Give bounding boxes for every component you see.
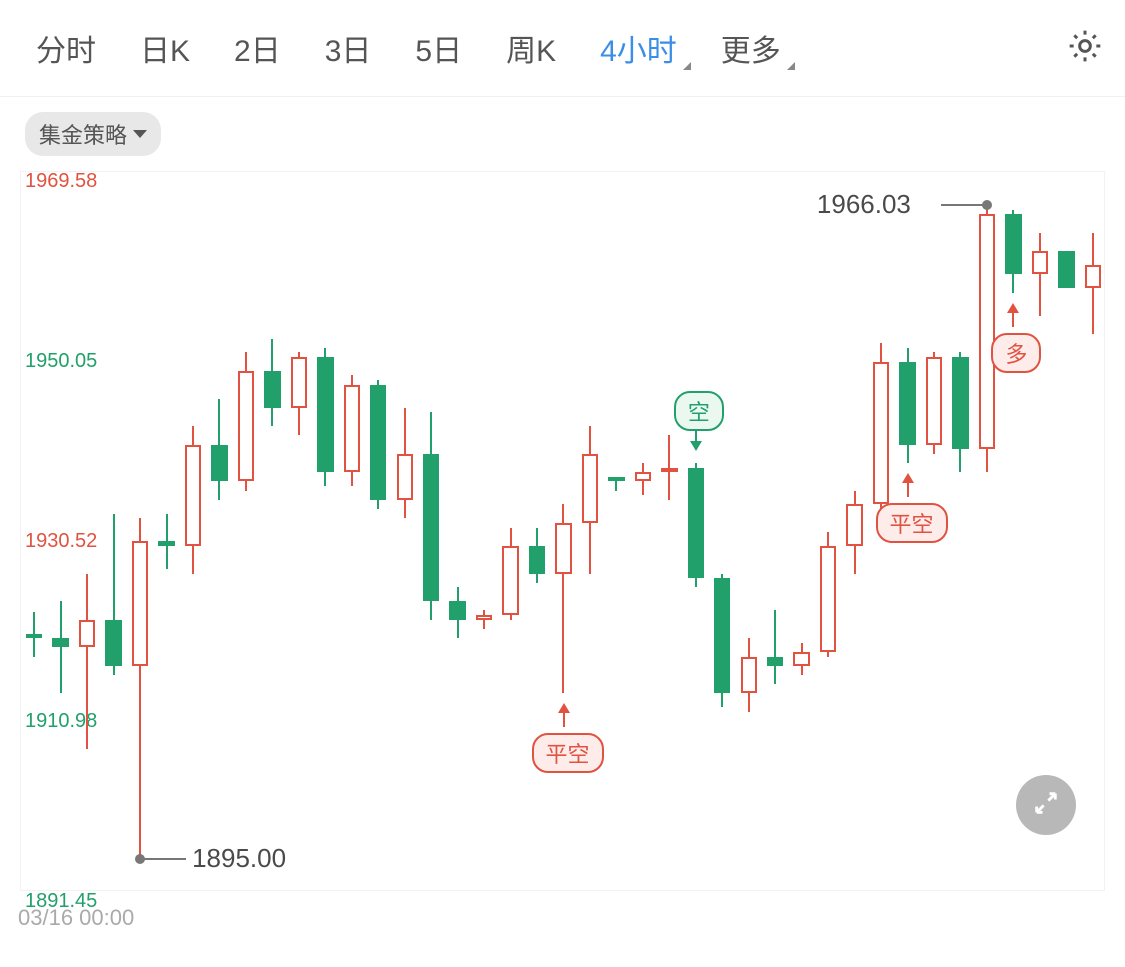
strategy-label: 集金策略 xyxy=(39,118,127,150)
candle xyxy=(317,172,333,892)
candle xyxy=(1005,172,1021,892)
candlestick-chart[interactable]: 1969.581950.051930.521910.981891.45空平空平空… xyxy=(20,171,1105,891)
signal-badge: 多 xyxy=(991,333,1041,373)
candle xyxy=(661,172,677,892)
candle xyxy=(820,172,836,892)
tab-3day[interactable]: 3日 xyxy=(309,20,388,76)
candle xyxy=(397,172,413,892)
tab-week-k[interactable]: 周K xyxy=(490,20,572,76)
strategy-dropdown[interactable]: 集金策略 xyxy=(25,112,161,156)
candle xyxy=(582,172,598,892)
x-axis-label: 03/16 00:00 xyxy=(0,891,1125,945)
tab-more[interactable]: 更多 xyxy=(705,20,797,76)
tab-4hour[interactable]: 4小时 xyxy=(584,20,693,76)
candle xyxy=(449,172,465,892)
candle xyxy=(846,172,862,892)
candle xyxy=(688,172,704,892)
candle xyxy=(979,172,995,892)
annotation-line xyxy=(941,204,987,206)
settings-button[interactable] xyxy=(1065,26,1105,71)
candle xyxy=(529,172,545,892)
candle xyxy=(26,172,42,892)
candle xyxy=(185,172,201,892)
candle xyxy=(291,172,307,892)
candle xyxy=(1085,172,1101,892)
candle xyxy=(741,172,757,892)
strategy-row: 集金策略 xyxy=(0,97,1125,171)
candle xyxy=(635,172,651,892)
candle xyxy=(344,172,360,892)
candle xyxy=(264,172,280,892)
candle xyxy=(132,172,148,892)
annotation-value: 1966.03 xyxy=(817,189,911,220)
y-axis-label: 1891.45 xyxy=(25,890,97,913)
gear-icon xyxy=(1065,53,1105,70)
candle xyxy=(714,172,730,892)
candle xyxy=(158,172,174,892)
tab-5day[interactable]: 5日 xyxy=(399,20,478,76)
signal-badge: 平空 xyxy=(876,503,948,543)
tab-fenshi[interactable]: 分时 xyxy=(20,20,112,76)
candle xyxy=(370,172,386,892)
caret-down-icon xyxy=(133,130,147,138)
expand-button[interactable] xyxy=(1016,775,1076,835)
signal-badge: 平空 xyxy=(532,733,604,773)
annotation-value: 1895.00 xyxy=(192,843,286,874)
arrow-up-icon xyxy=(907,475,909,497)
arrow-up-icon xyxy=(1012,305,1014,327)
timeframe-tab-bar: 分时 日K 2日 3日 5日 周K 4小时 更多 xyxy=(0,0,1125,97)
candle xyxy=(555,172,571,892)
candle xyxy=(105,172,121,892)
candle xyxy=(423,172,439,892)
candle xyxy=(238,172,254,892)
annotation-line xyxy=(140,858,186,860)
candle xyxy=(52,172,68,892)
signal-badge: 空 xyxy=(674,391,724,431)
tab-2day[interactable]: 2日 xyxy=(218,20,297,76)
candle xyxy=(767,172,783,892)
candle-layer: 1969.581950.051930.521910.981891.45空平空平空… xyxy=(21,172,1104,890)
candle xyxy=(608,172,624,892)
candle xyxy=(502,172,518,892)
candle xyxy=(793,172,809,892)
candle xyxy=(211,172,227,892)
candle xyxy=(952,172,968,892)
expand-icon xyxy=(1032,789,1060,822)
candle xyxy=(476,172,492,892)
tab-day-k[interactable]: 日K xyxy=(124,20,206,76)
candle xyxy=(79,172,95,892)
arrow-up-icon xyxy=(563,705,565,727)
